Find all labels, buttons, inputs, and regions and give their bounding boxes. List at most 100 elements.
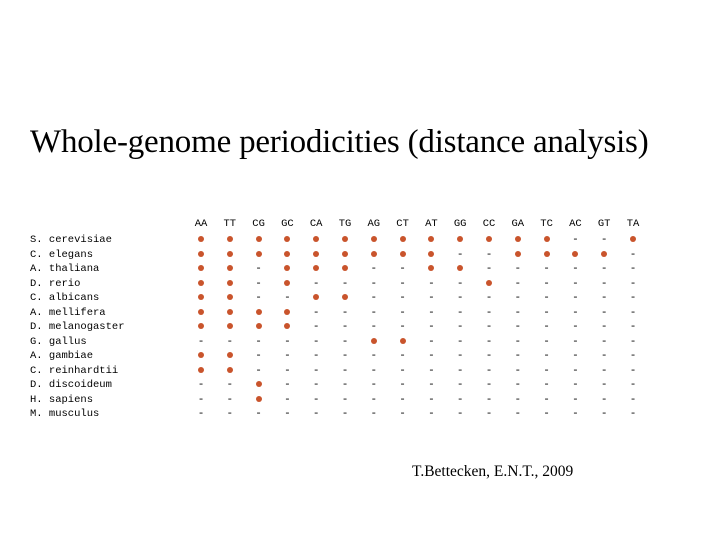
dot-marker bbox=[313, 265, 320, 272]
absent-marker: - bbox=[428, 393, 435, 406]
dot-marker bbox=[198, 323, 204, 330]
species-label: C. elegans bbox=[30, 248, 94, 261]
absent-marker: - bbox=[428, 379, 435, 391]
absent-marker: - bbox=[572, 350, 579, 362]
absent-marker: - bbox=[572, 364, 579, 377]
absent-marker: - bbox=[572, 277, 579, 290]
absent-marker: - bbox=[543, 350, 550, 362]
absent-marker: - bbox=[255, 408, 262, 420]
periodicity-dot bbox=[421, 248, 441, 263]
periodicity-dot bbox=[364, 335, 384, 350]
absent-marker: - bbox=[514, 379, 522, 391]
column-header: CG bbox=[252, 218, 265, 230]
absent-marker: - bbox=[485, 379, 493, 391]
periodicity-dot bbox=[220, 277, 240, 292]
dot-marker bbox=[255, 395, 262, 402]
periodicity-dot bbox=[191, 233, 211, 248]
species-label: D. melanogaster bbox=[30, 321, 125, 333]
dot-marker bbox=[543, 250, 550, 257]
absent-marker: - bbox=[485, 408, 493, 420]
dot-marker bbox=[255, 308, 262, 315]
species-label: C. reinhardtii bbox=[30, 364, 119, 377]
dot-marker bbox=[198, 352, 204, 359]
absent-marker: - bbox=[600, 335, 608, 348]
absent-marker: - bbox=[629, 408, 637, 420]
dot-marker bbox=[370, 236, 377, 243]
absent-marker: - bbox=[572, 321, 579, 333]
periodicity-dot bbox=[277, 248, 297, 263]
absent-marker: - bbox=[514, 306, 522, 319]
absent-marker: - bbox=[543, 393, 550, 406]
absent-marker: - bbox=[370, 379, 378, 391]
dot-marker bbox=[630, 236, 636, 243]
absent-marker: - bbox=[428, 335, 435, 348]
absent-marker: - bbox=[370, 277, 378, 290]
species-label: D. discoideum bbox=[30, 379, 112, 391]
dot-marker bbox=[284, 265, 291, 272]
absent-marker: - bbox=[399, 350, 406, 362]
absent-marker: - bbox=[197, 379, 205, 391]
periodicity-dot bbox=[249, 393, 269, 408]
dot-marker bbox=[226, 279, 233, 286]
periodicity-dot bbox=[479, 233, 499, 248]
absent-marker: - bbox=[456, 393, 464, 406]
absent-marker: - bbox=[572, 292, 579, 304]
dot-marker bbox=[370, 250, 377, 257]
absent-marker: - bbox=[312, 364, 320, 377]
absent-marker: - bbox=[543, 263, 550, 275]
absent-marker: - bbox=[629, 292, 637, 304]
periodicity-dot bbox=[249, 233, 269, 248]
absent-marker: - bbox=[399, 321, 406, 333]
dot-marker bbox=[255, 250, 262, 257]
dot-marker bbox=[399, 337, 406, 344]
periodicity-dot bbox=[537, 233, 557, 248]
periodicity-dot bbox=[623, 233, 643, 248]
dot-marker bbox=[543, 236, 550, 243]
absent-marker: - bbox=[456, 292, 464, 304]
periodicity-dot bbox=[306, 291, 326, 306]
absent-marker: - bbox=[514, 350, 522, 362]
periodicity-dot bbox=[335, 233, 355, 248]
dot-marker bbox=[342, 236, 348, 243]
species-list: S. cerevisiae C. elegans A. thaliana D. rer… bbox=[30, 233, 125, 422]
dot-marker bbox=[284, 250, 291, 257]
periodicity-dot bbox=[191, 291, 211, 306]
absent-marker: - bbox=[226, 408, 234, 420]
absent-marker: - bbox=[629, 350, 637, 362]
species-label: G. gallus bbox=[30, 335, 87, 348]
absent-marker: - bbox=[399, 277, 406, 290]
absent-marker: - bbox=[485, 364, 493, 377]
absent-marker: - bbox=[399, 393, 406, 406]
absent-marker: - bbox=[370, 292, 378, 304]
periodicity-dot bbox=[220, 262, 240, 277]
column-header: GG bbox=[453, 218, 467, 230]
absent-marker: - bbox=[456, 364, 464, 377]
column-header: TA bbox=[626, 218, 640, 230]
absent-marker: - bbox=[312, 350, 320, 362]
absent-marker: - bbox=[312, 379, 320, 391]
dot-marker bbox=[342, 265, 348, 272]
periodicity-dot bbox=[191, 277, 211, 292]
periodicity-dot bbox=[335, 291, 355, 306]
periodicity-dot bbox=[249, 248, 269, 263]
column-header: CT bbox=[396, 218, 409, 230]
periodicity-dot bbox=[191, 320, 211, 335]
absent-marker: - bbox=[572, 379, 579, 391]
absent-marker: - bbox=[600, 292, 608, 304]
periodicity-dot bbox=[335, 262, 355, 277]
absent-marker: - bbox=[370, 393, 378, 406]
absent-marker: - bbox=[255, 350, 262, 362]
absent-marker: - bbox=[485, 263, 493, 275]
absent-marker: - bbox=[629, 335, 637, 348]
periodicity-dot bbox=[393, 233, 413, 248]
absent-marker: - bbox=[370, 263, 378, 275]
dot-marker bbox=[370, 337, 377, 344]
column-header: TC bbox=[540, 218, 553, 230]
species-label: D. rerio bbox=[30, 277, 81, 290]
periodicity-dot bbox=[479, 277, 499, 292]
absent-marker: - bbox=[312, 393, 320, 406]
periodicity-dot bbox=[450, 262, 470, 277]
absent-marker: - bbox=[284, 350, 291, 362]
species-label: A. mellifera bbox=[30, 306, 106, 319]
absent-marker: - bbox=[312, 306, 320, 319]
